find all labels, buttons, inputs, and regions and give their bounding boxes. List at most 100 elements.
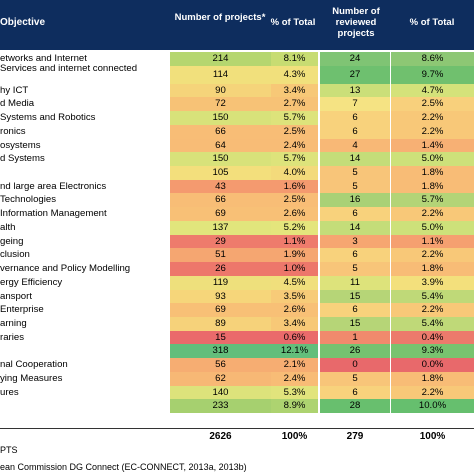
table-row: Services and internet connected 114 4.3% 27… — [0, 64, 474, 84]
reviewed-count: 3 — [320, 234, 390, 249]
reviewed-percent: 9.3% — [391, 344, 474, 359]
reviewed-count: 28 — [320, 399, 390, 413]
reviewed-percent: 4.7% — [391, 83, 474, 98]
table-row: alth 137 5.2% 14 5.0% — [0, 220, 474, 235]
reviewed-percent: 8.6% — [391, 52, 474, 66]
reviewed-percent: 5.4% — [391, 316, 474, 331]
projects-count: 119 — [170, 275, 271, 290]
projects-percent: 2.5% — [271, 193, 318, 208]
projects-count: 150 — [170, 152, 271, 167]
projects-percent: 0.6% — [271, 330, 318, 345]
projects-percent: 2.5% — [271, 124, 318, 139]
objective-label: geing — [0, 235, 24, 247]
projects-count: 56 — [170, 358, 271, 372]
reviewed-count: 15 — [320, 289, 390, 304]
reviewed-percent: 2.2% — [391, 207, 474, 221]
total-projects-percent: 100% — [281, 431, 308, 442]
reviewed-percent: 0.0% — [391, 358, 474, 372]
projects-percent: 5.2% — [271, 220, 318, 235]
objective-label — [0, 399, 168, 413]
reviewed-percent: 5.0% — [391, 152, 474, 167]
objective-label: Information Management — [0, 208, 107, 220]
reviewed-count: 26 — [320, 344, 390, 359]
projects-count: 318 — [170, 344, 271, 359]
projects-percent: 4.0% — [271, 166, 318, 180]
reviewed-count: 6 — [320, 303, 390, 317]
reviewed-percent: 5.0% — [391, 220, 474, 235]
table-body: etworks and Internet 214 8.1% 24 8.6% Service… — [0, 52, 474, 413]
projects-count: 69 — [170, 207, 271, 221]
objective-label: raries — [0, 331, 24, 343]
table-row: 105 4.0% 5 1.8% — [0, 166, 474, 180]
reviewed-percent: 9.7% — [391, 65, 474, 84]
objective-label: alth — [0, 221, 16, 233]
table-row: etworks and Internet 214 8.1% 24 8.6% — [0, 52, 474, 66]
source-note: ean Commission DG Connect (EC-CONNECT, 2… — [0, 462, 247, 472]
reviewed-count: 7 — [320, 97, 390, 112]
objective-label: Enterprise — [0, 304, 44, 316]
table-row: ures 140 5.3% 6 2.2% — [0, 385, 474, 400]
projects-percent: 1.0% — [271, 262, 318, 276]
reviewed-percent: 5.7% — [391, 193, 474, 208]
projects-count: 15 — [170, 330, 271, 345]
projects-percent: 2.4% — [271, 371, 318, 386]
reviewed-count: 6 — [320, 111, 390, 125]
table-row: geing 29 1.1% 3 1.1% — [0, 234, 474, 249]
projects-percent: 4.3% — [271, 65, 318, 84]
table-row: ronics 66 2.5% 6 2.2% — [0, 124, 474, 139]
reviewed-count: 5 — [320, 371, 390, 386]
projects-percent: 2.7% — [271, 97, 318, 112]
table-row: 318 12.1% 26 9.3% — [0, 344, 474, 359]
table-row: arning 89 3.4% 15 5.4% — [0, 316, 474, 331]
projects-percent: 8.9% — [271, 399, 318, 413]
projects-count-header: Number of projects* — [174, 12, 266, 23]
projects-percent: 3.5% — [271, 289, 318, 304]
projects-percent: 5.7% — [271, 152, 318, 167]
projects-count: 114 — [170, 65, 271, 84]
projects-count: 137 — [170, 220, 271, 235]
projects-percent-header: % of Total — [270, 17, 316, 28]
total-row: 2626 100% 279 100% — [0, 428, 474, 445]
table-row: ansport 93 3.5% 15 5.4% — [0, 289, 474, 304]
projects-percent: 4.5% — [271, 275, 318, 290]
projects-percent: 2.6% — [271, 207, 318, 221]
objective-label: clusion — [0, 249, 30, 261]
projects-percent: 2.1% — [271, 358, 318, 372]
table-row: ying Measures 62 2.4% 5 1.8% — [0, 371, 474, 386]
projects-count: 214 — [170, 52, 271, 66]
projects-count: 66 — [170, 124, 271, 139]
projects-count: 26 — [170, 262, 271, 276]
reviewed-percent: 1.8% — [391, 371, 474, 386]
table-row: 233 8.9% 28 10.0% — [0, 399, 474, 413]
reviewed-percent: 2.5% — [391, 97, 474, 112]
reviewed-percent: 1.8% — [391, 262, 474, 276]
table-row: Information Management 69 2.6% 6 2.2% — [0, 207, 474, 221]
projects-percent: 3.4% — [271, 316, 318, 331]
projects-percent: 5.3% — [271, 385, 318, 400]
total-reviewed: 279 — [346, 431, 364, 442]
projects-percent: 1.6% — [271, 179, 318, 194]
projects-count: 29 — [170, 234, 271, 249]
projects-count: 233 — [170, 399, 271, 413]
reviewed-count: 14 — [320, 220, 390, 235]
table-row: Enterprise 69 2.6% 6 2.2% — [0, 303, 474, 317]
table-row: raries 15 0.6% 1 0.4% — [0, 330, 474, 345]
projects-count: 150 — [170, 111, 271, 125]
reviewed-percent: 2.2% — [391, 124, 474, 139]
table-row: Technologies 66 2.5% 16 5.7% — [0, 193, 474, 208]
projects-percent: 1.1% — [271, 234, 318, 249]
reviewed-count: 4 — [320, 138, 390, 153]
objective-header: Objective — [0, 17, 46, 28]
projects-percent: 12.1% — [271, 344, 318, 359]
table-row: ergy Efficiency 119 4.5% 11 3.9% — [0, 275, 474, 290]
table-row: clusion 51 1.9% 6 2.2% — [0, 248, 474, 263]
projects-count: 64 — [170, 138, 271, 153]
projects-count: 72 — [170, 97, 271, 112]
table-row: vernance and Policy Modelling 26 1.0% 5 1.8% — [0, 262, 474, 276]
reviewed-count: 5 — [320, 179, 390, 194]
table-header: Objective Number of projects* % of Total… — [0, 0, 474, 50]
objective-label: nal Cooperation — [0, 359, 68, 371]
objective-label: vernance and Policy Modelling — [0, 263, 131, 275]
objective-label: ying Measures — [0, 372, 63, 384]
projects-count: 105 — [170, 166, 271, 180]
